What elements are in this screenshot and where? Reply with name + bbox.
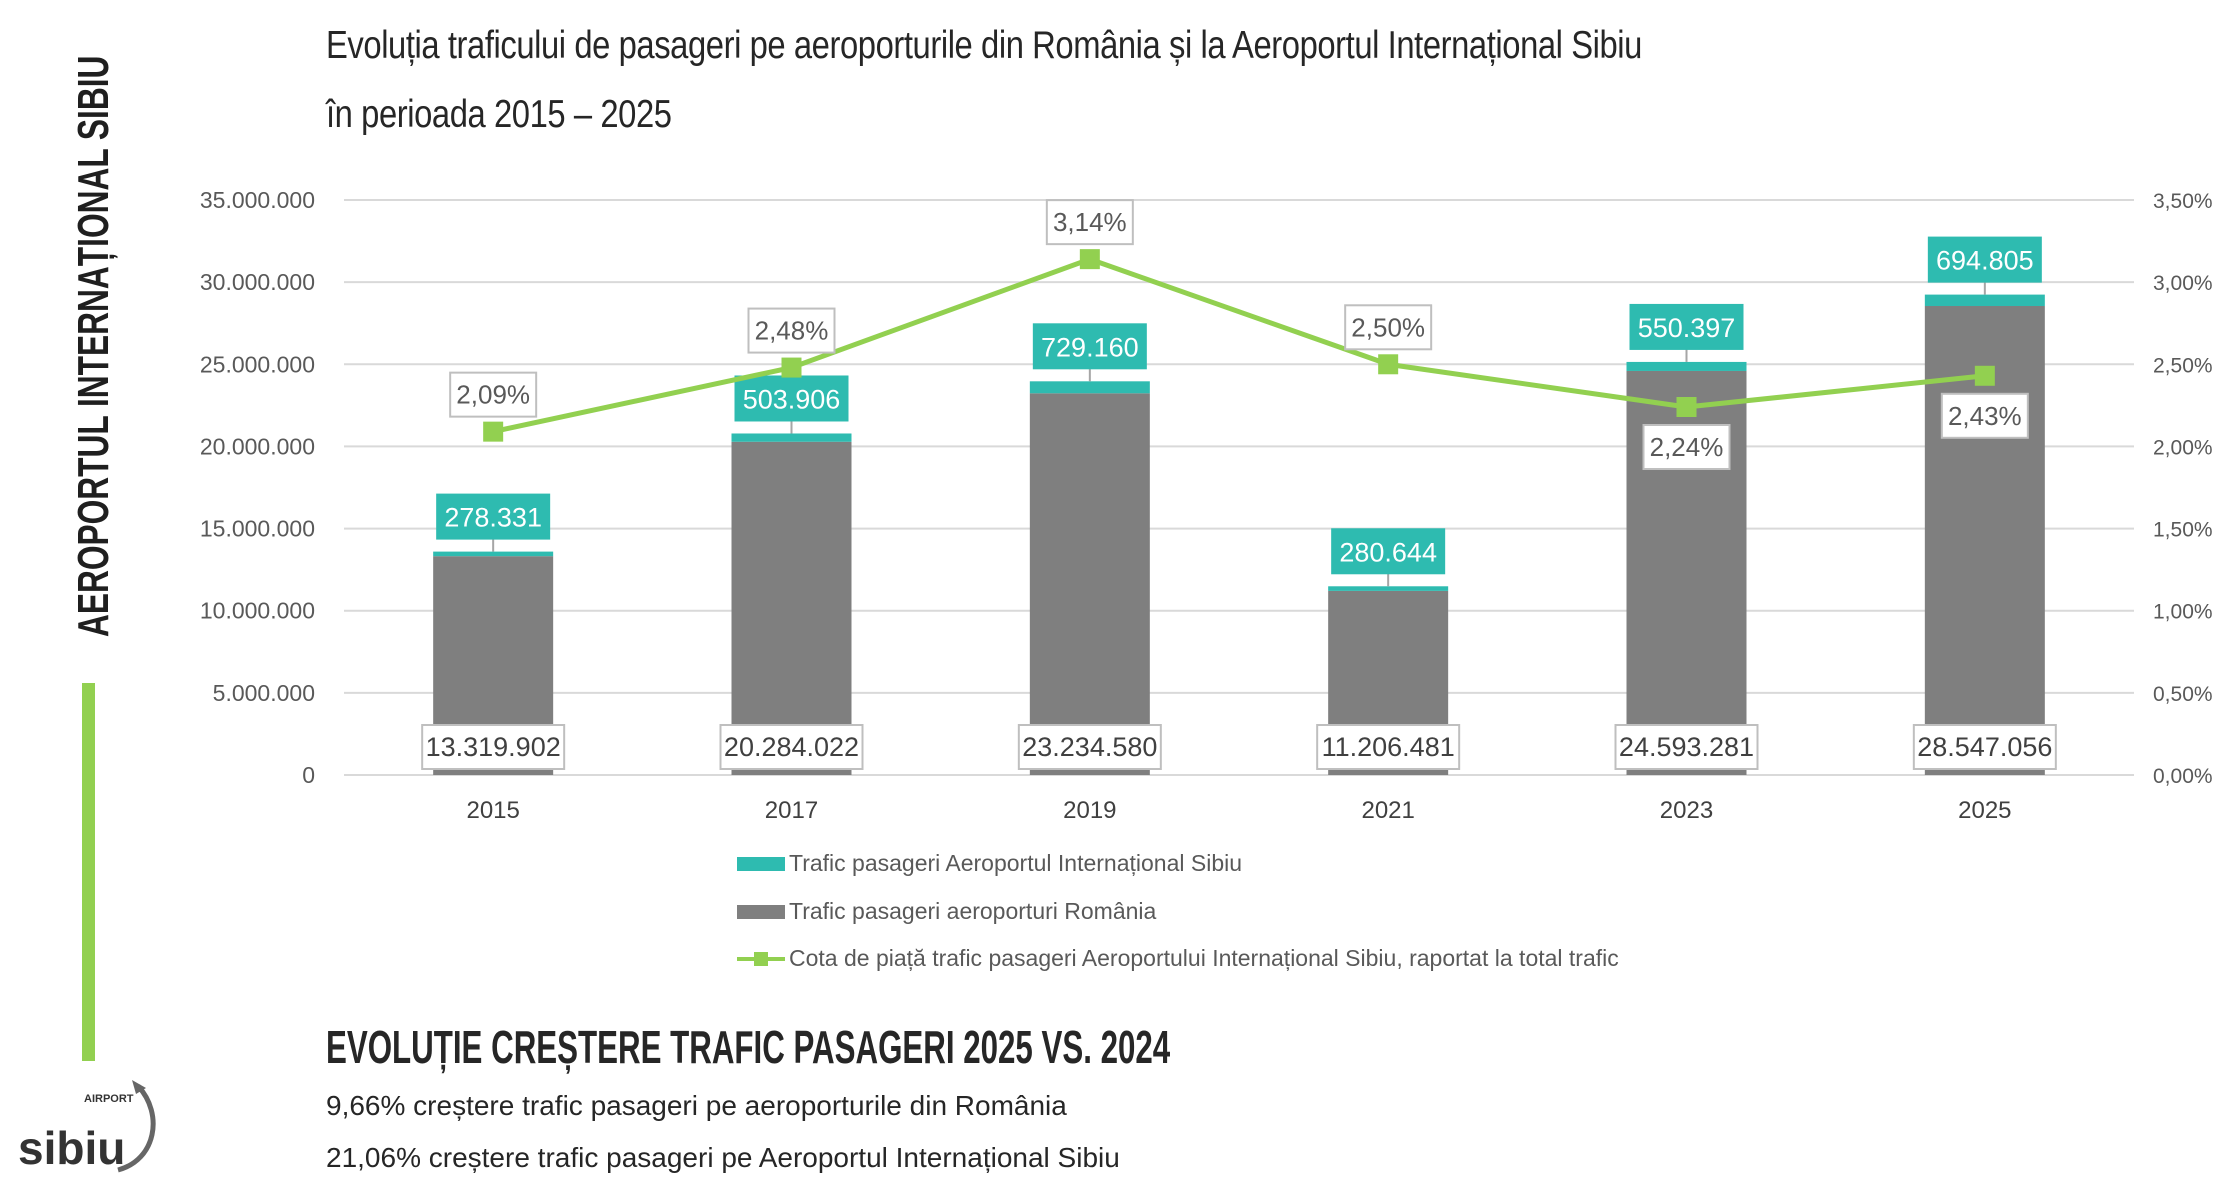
y-tick-label: 35.000.000: [200, 187, 315, 213]
y2-tick-label: 1,50%: [2153, 519, 2213, 542]
data-label-sibiu: 503.906: [743, 384, 841, 414]
data-label-share: 2,24%: [1650, 432, 1724, 462]
share-line: [492, 256, 1986, 435]
legend-label: Trafic pasageri Aeroportul Internațional…: [789, 850, 1243, 876]
legend-swatch-romania: [737, 904, 785, 919]
data-label-sibiu: 280.644: [1339, 537, 1437, 567]
share-marker: [781, 357, 802, 378]
share-label-box: [747, 307, 836, 354]
growth-sibiu-pct: 21,06%: [326, 1142, 421, 1173]
data-label-share: 2,43%: [1948, 401, 2022, 431]
bar-sibiu: [1924, 294, 2045, 307]
y2-tick-label: 3,00%: [2153, 272, 2213, 295]
data-label-romania: 13.319.902: [426, 732, 561, 762]
value-box-romania: [719, 724, 864, 770]
value-box-romania: [1912, 724, 2057, 770]
x-tick-label: 2025: [1958, 797, 2011, 824]
logo-sub-text: AIRPORT: [84, 1093, 134, 1105]
data-label-sibiu: 729.160: [1041, 332, 1139, 362]
legend-swatch-share: [737, 951, 785, 966]
data-label-sibiu: 550.397: [1638, 313, 1736, 343]
legend-item-share: Cota de piață trafic pasageri Aeroportul…: [737, 945, 1619, 972]
data-label-romania: 20.284.022: [724, 732, 859, 762]
value-box-romania: [1017, 724, 1162, 770]
bar-sibiu: [1328, 586, 1449, 591]
y-tick-label: 15.000.000: [200, 516, 315, 542]
bar-sibiu: [433, 551, 554, 557]
data-label-share: 3,14%: [1053, 207, 1127, 237]
y-tick-label: 5.000.000: [213, 680, 315, 706]
y2-tick-label: 2,50%: [2153, 354, 2213, 377]
legend-item-romania: Trafic pasageri aeroporturi România: [737, 898, 1156, 925]
data-label-sibiu: 694.805: [1936, 246, 2034, 276]
y2-tick-label: 2,00%: [2153, 436, 2213, 459]
logo-text: sibiu: [18, 1122, 125, 1174]
x-tick-label: 2023: [1660, 797, 1713, 824]
legend-item-sibiu: Trafic pasageri Aeroportul Internațional…: [737, 850, 1242, 877]
share-marker: [1974, 365, 1995, 386]
data-label-romania: 23.234.580: [1022, 732, 1157, 762]
y2-tick-label: 0,50%: [2153, 683, 2213, 706]
y-tick-label: 20.000.000: [200, 433, 315, 459]
value-box-sibiu: [1629, 303, 1744, 350]
share-label-box: [1045, 199, 1134, 246]
legend-label: Trafic pasageri aeroporturi România: [789, 898, 1157, 924]
chart-title-line2: în perioada 2015 – 2025: [326, 93, 672, 136]
accent-bar: [82, 683, 95, 1061]
share-label-box: [1940, 392, 2029, 439]
legend-label: Cota de piață trafic pasageri Aeroportul…: [789, 945, 1619, 971]
growth-sibiu: 21,06% creștere trafic pasageri pe Aerop…: [326, 1142, 1120, 1174]
data-label-romania: 24.593.281: [1619, 732, 1754, 762]
x-tick-label: 2019: [1063, 797, 1116, 824]
x-tick-label: 2021: [1361, 797, 1414, 824]
growth-sibiu-text: creștere trafic pasageri pe Aeroportul I…: [420, 1142, 1120, 1173]
bar-sibiu: [1029, 381, 1150, 394]
chart-title-line1: Evoluția traficului de pasageri pe aerop…: [326, 24, 1642, 67]
data-label-romania: 11.206.481: [1322, 732, 1455, 762]
growth-romania: 9,66% creștere trafic pasageri pe aeropo…: [326, 1090, 1067, 1122]
y-tick-label: 25.000.000: [200, 351, 315, 377]
value-box-sibiu: [436, 493, 551, 540]
share-marker: [1079, 249, 1100, 270]
x-tick-label: 2017: [765, 797, 818, 824]
value-box-sibiu: [1927, 236, 2042, 283]
share-label-box: [1344, 304, 1433, 351]
value-box-romania: [1614, 724, 1759, 770]
bar-romania: [731, 441, 852, 775]
y2-tick-label: 0,00%: [2153, 765, 2213, 788]
share-label-box: [1642, 424, 1731, 470]
bar-romania: [1029, 393, 1150, 775]
bar-sibiu: [731, 433, 852, 442]
growth-romania-pct: 9,66%: [326, 1090, 406, 1121]
y2-tick-label: 1,00%: [2153, 601, 2213, 624]
share-marker: [483, 421, 504, 442]
growth-heading: EVOLUȚIE CREȘTERE TRAFIC PASAGERI 2025 V…: [326, 1021, 1171, 1073]
share-label-box: [449, 371, 538, 418]
value-box-romania: [421, 724, 566, 770]
value-box-sibiu: [734, 375, 849, 422]
share-marker: [1378, 354, 1399, 375]
share-marker: [1676, 397, 1697, 417]
data-label-sibiu: 278.331: [444, 503, 542, 533]
data-label-romania: 28.547.056: [1917, 732, 2052, 762]
data-label-share: 2,50%: [1351, 312, 1425, 342]
y-tick-label: 10.000.000: [200, 598, 315, 624]
y-tick-label: 30.000.000: [200, 269, 315, 295]
y2-tick-label: 3,50%: [2153, 190, 2213, 213]
bar-sibiu: [1626, 361, 1747, 371]
sibiu-airport-logo: AIRPORT sibiu: [18, 1080, 156, 1174]
value-box-sibiu: [1032, 323, 1147, 370]
y-tick-label: 0: [302, 762, 315, 788]
value-box-romania: [1316, 724, 1461, 770]
legend-swatch-sibiu: [737, 856, 785, 871]
growth-romania-text: creștere trafic pasageri pe aeroporturil…: [405, 1090, 1067, 1121]
data-label-share: 2,48%: [755, 316, 829, 346]
x-tick-label: 2015: [466, 797, 519, 824]
data-label-share: 2,09%: [456, 380, 530, 410]
value-box-sibiu: [1331, 528, 1446, 575]
